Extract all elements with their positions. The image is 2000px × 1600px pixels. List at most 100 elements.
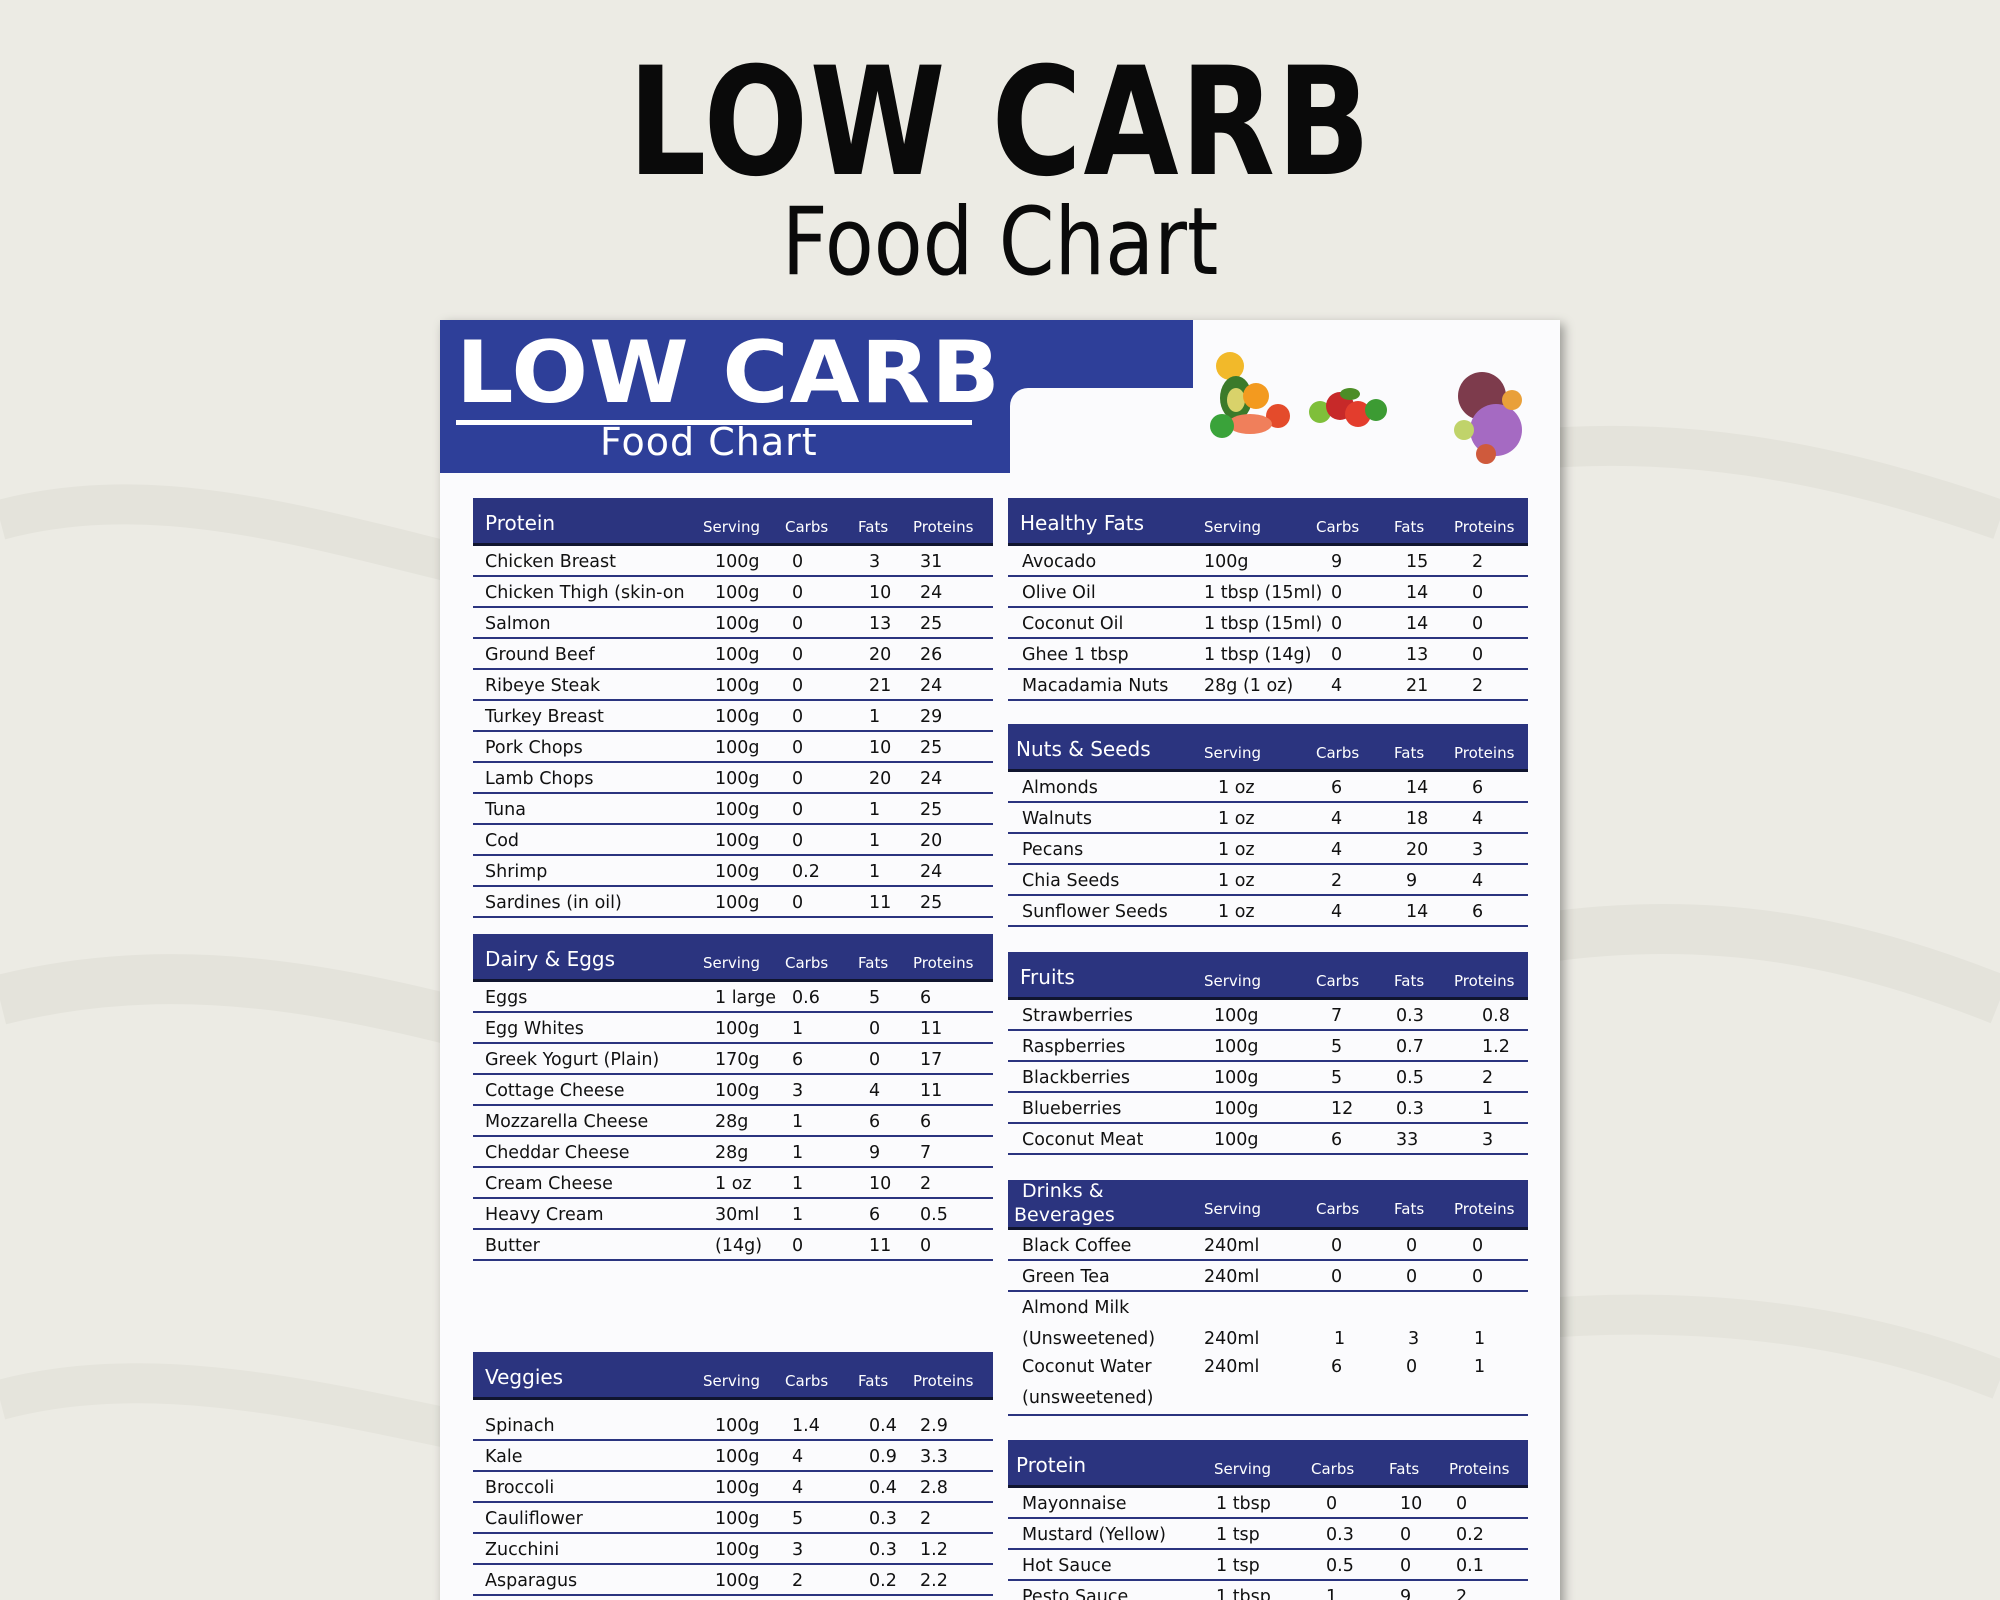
proteins: 1	[1474, 1357, 1486, 1377]
veggies-table-header: Veggies Serving Carbs Fats Proteins	[473, 1352, 993, 1400]
fats: 0	[1400, 1525, 1412, 1545]
proteins: 25	[920, 738, 943, 758]
table-row: Almonds 1 oz 6 14 6	[1008, 772, 1528, 803]
serving: 240ml	[1204, 1236, 1260, 1256]
carbs: 0	[1331, 614, 1343, 634]
food-illustration-icon	[1210, 352, 1522, 464]
protein-table-header: Protein Serving Carbs Fats Proteins	[473, 498, 993, 546]
carbs: 0	[1331, 645, 1343, 665]
column-carbs: Carbs	[1316, 744, 1360, 762]
table-row: Coconut Meat 100g 6 33 3	[1008, 1124, 1528, 1155]
serving: 1 tbsp	[1216, 1587, 1271, 1600]
carbs: 0	[792, 676, 804, 696]
food-name: Strawberries	[1022, 1006, 1133, 1026]
proteins: 25	[920, 893, 943, 913]
proteins: 3.3	[920, 1447, 948, 1467]
proteins: 2	[1482, 1068, 1494, 1088]
serving: 100g	[1214, 1130, 1259, 1150]
column-fats: Fats	[1394, 972, 1425, 990]
table-row: Chicken Breast 100g 0 3 31	[473, 546, 993, 577]
serving: 1 oz	[1218, 840, 1255, 860]
table-row: Ribeye Steak 100g 0 21 24	[473, 670, 993, 701]
serving: 170g	[715, 1050, 760, 1070]
table-row: Sunflower Seeds 1 oz 4 14 6	[1008, 896, 1528, 927]
table-row: Mozzarella Cheese 28g 1 6 6	[473, 1106, 993, 1137]
column-serving: Serving	[1214, 1460, 1271, 1478]
table-row: Cottage Cheese 100g 3 4 11	[473, 1075, 993, 1106]
table-row: Asparagus 100g 2 0.2 2.2	[473, 1565, 993, 1596]
carbs: 4	[1331, 809, 1343, 829]
food-name: Chia Seeds	[1022, 871, 1120, 891]
veggies-table: Veggies Serving Carbs Fats Proteins Spin…	[473, 1352, 993, 1600]
table-row: Macadamia Nuts 28g (1 oz) 4 21 2	[1008, 670, 1528, 701]
food-name: Coconut Water	[1022, 1357, 1152, 1377]
serving: 100g	[715, 676, 760, 696]
carbs: 5	[1331, 1037, 1343, 1057]
serving: 100g	[1214, 1068, 1259, 1088]
carbs: 4	[792, 1478, 804, 1498]
carbs: 6	[1331, 1130, 1343, 1150]
table-row: Butter (14g) 0 11 0	[473, 1230, 993, 1261]
food-name: Tuna	[485, 800, 526, 820]
proteins: 2.9	[920, 1416, 948, 1436]
serving: 100g	[715, 893, 760, 913]
fats: 10	[869, 738, 892, 758]
carbs: 1	[792, 1205, 804, 1225]
table-row: Greek Yogurt (Plain) 170g 6 0 17	[473, 1044, 993, 1075]
serving: 100g	[715, 1416, 760, 1436]
food-name: Mayonnaise	[1022, 1494, 1127, 1514]
table-row: Ghee 1 tbsp 1 tbsp (14g) 0 13 0	[1008, 639, 1528, 670]
fats: 0.3	[869, 1540, 897, 1560]
serving: 100g	[715, 645, 760, 665]
proteins: 3	[1482, 1130, 1494, 1150]
proteins: 1	[1474, 1329, 1486, 1349]
food-name: Pecans	[1022, 840, 1084, 860]
food-name: Spinach	[485, 1416, 555, 1436]
fats: 3	[869, 552, 881, 572]
food-name: Egg Whites	[485, 1019, 584, 1039]
table-row: Heavy Cream 30ml 1 6 0.5	[473, 1199, 993, 1230]
carbs: 0	[792, 707, 804, 727]
proteins: 0.2	[1456, 1525, 1484, 1545]
carbs: 12	[1331, 1099, 1354, 1119]
serving: 100g	[715, 831, 760, 851]
fats: 9	[1406, 871, 1418, 891]
table-row: Ground Beef 100g 0 20 26	[473, 639, 993, 670]
food-name: Cream Cheese	[485, 1174, 613, 1194]
fats: 0	[869, 1019, 881, 1039]
table-row: Cod 100g 0 1 20	[473, 825, 993, 856]
fats: 11	[869, 893, 892, 913]
proteins: 25	[920, 800, 943, 820]
serving: 100g	[715, 1540, 760, 1560]
serving: 1 tbsp (15ml)	[1204, 583, 1323, 603]
fats: 10	[869, 583, 892, 603]
serving: 240ml	[1204, 1267, 1260, 1287]
table-category-line2: Beverages	[1014, 1204, 1115, 1226]
proteins: 6	[1472, 902, 1484, 922]
proteins: 17	[920, 1050, 943, 1070]
carbs: 0	[792, 800, 804, 820]
serving: 1 large	[715, 988, 777, 1008]
carbs: 4	[1331, 676, 1343, 696]
carbs: 0	[792, 893, 804, 913]
proteins: 4	[1472, 809, 1484, 829]
column-fats: Fats	[858, 1372, 889, 1390]
food-name: Hot Sauce	[1022, 1556, 1112, 1576]
fats: 20	[1406, 840, 1429, 860]
column-proteins: Proteins	[913, 954, 974, 972]
serving: 240ml	[1204, 1357, 1260, 1377]
proteins: 0	[1472, 1267, 1484, 1287]
serving: 100g	[1214, 1037, 1259, 1057]
proteins: 2	[920, 1509, 932, 1529]
hero-title: LOW CARB	[627, 36, 1373, 210]
fats: 4	[869, 1081, 881, 1101]
serving: 1 oz	[715, 1174, 752, 1194]
banner-underline	[456, 420, 972, 425]
carbs: 0.2	[792, 862, 820, 882]
carbs: 0	[792, 583, 804, 603]
serving: 240ml	[1204, 1329, 1260, 1349]
table-row: Walnuts 1 oz 4 18 4	[1008, 803, 1528, 834]
table-category: Protein	[1016, 1453, 1087, 1477]
carbs: 1	[792, 1112, 804, 1132]
column-serving: Serving	[1204, 1200, 1261, 1218]
